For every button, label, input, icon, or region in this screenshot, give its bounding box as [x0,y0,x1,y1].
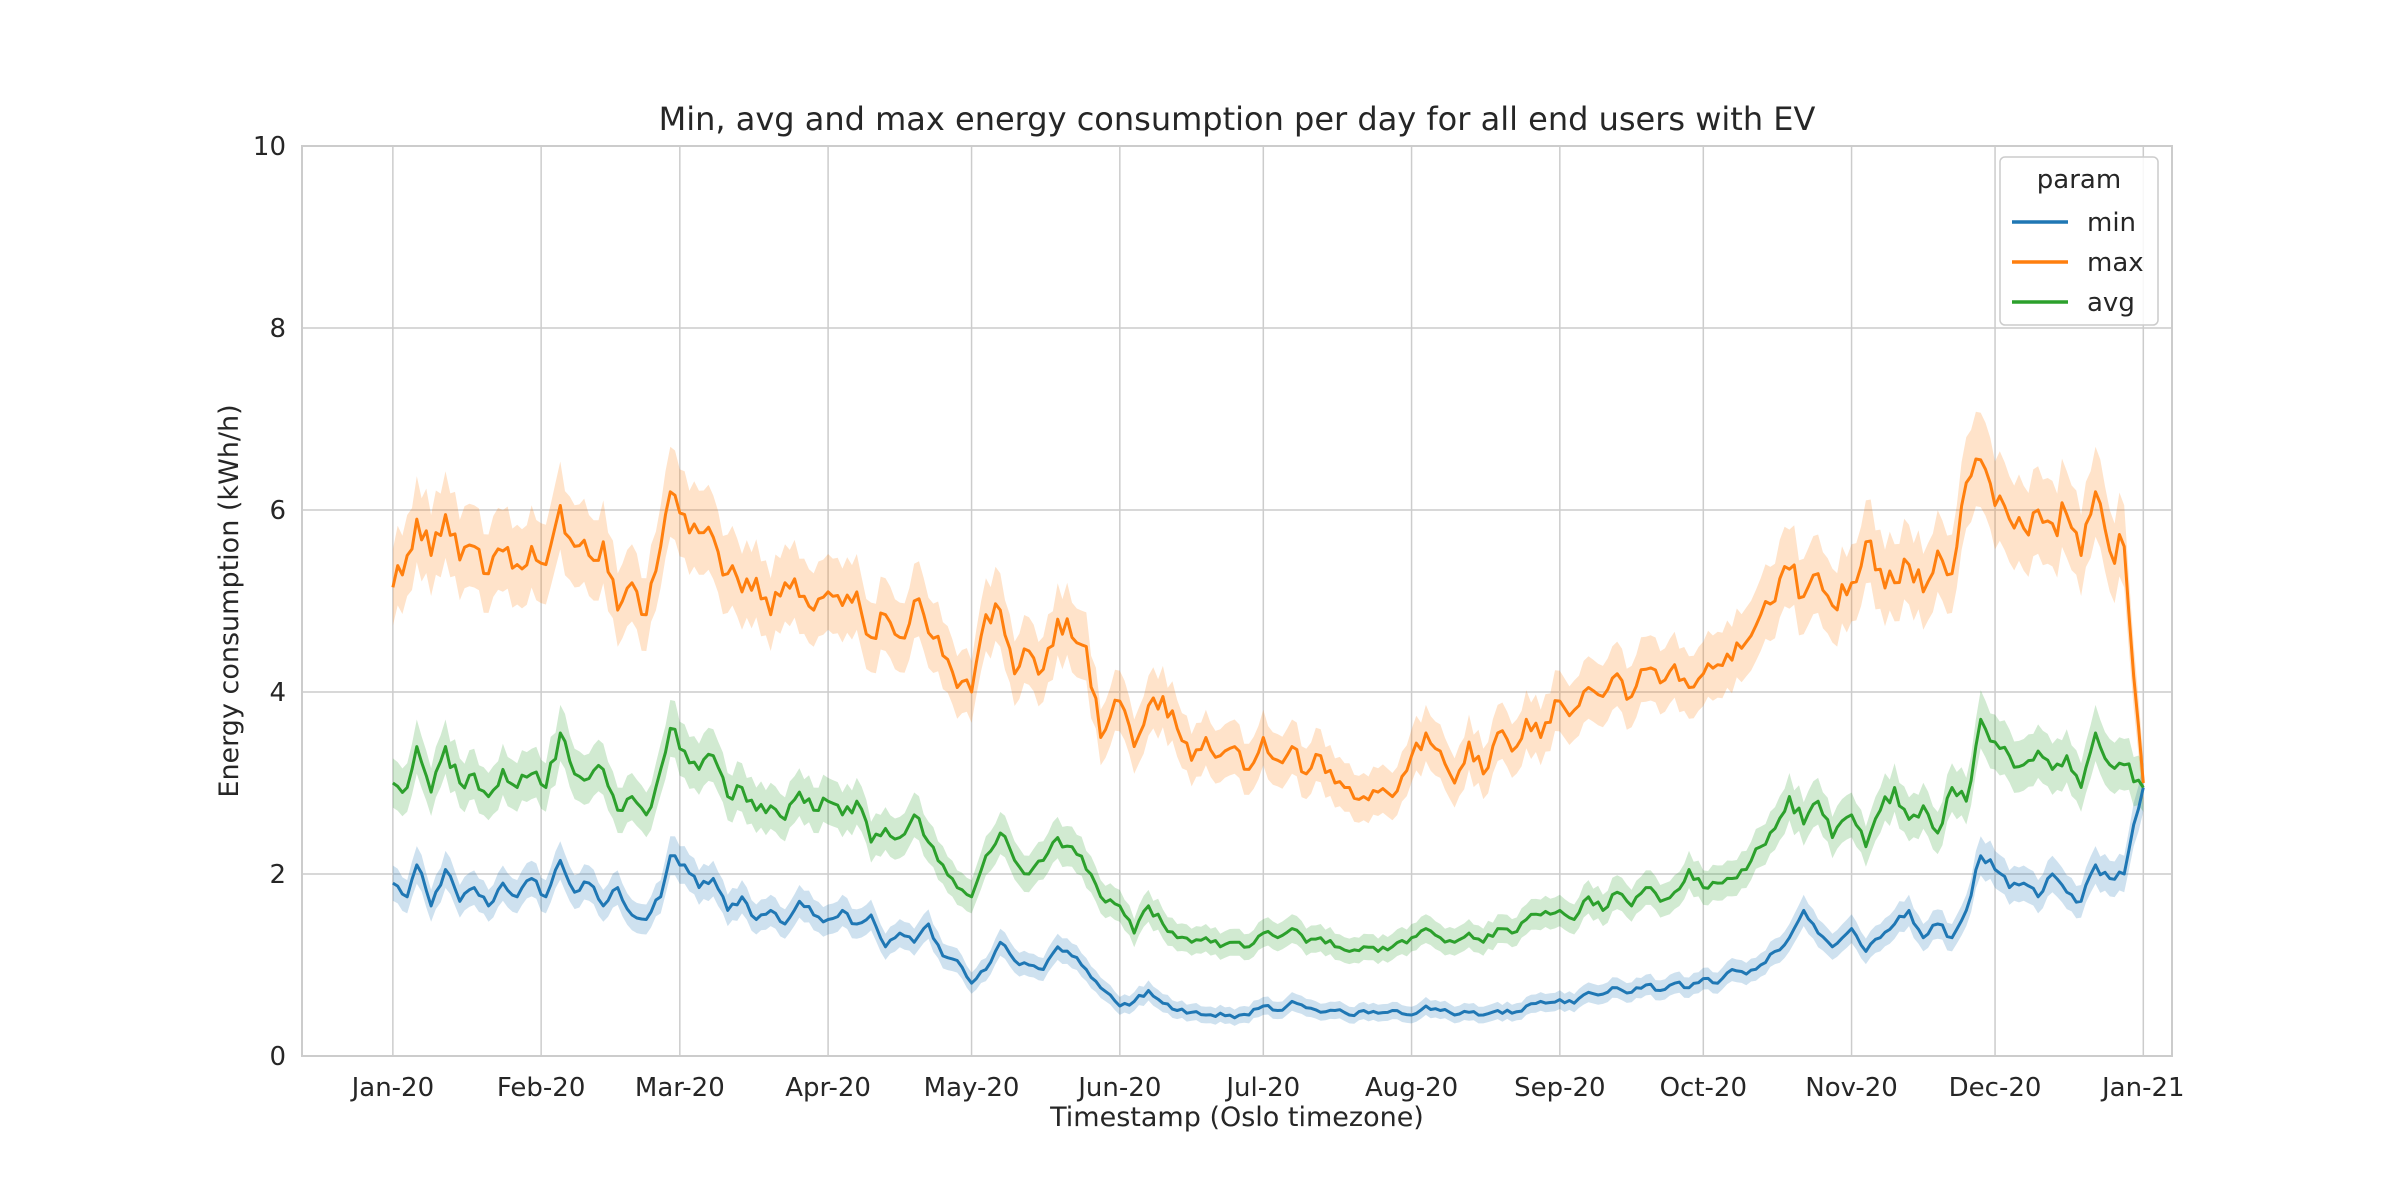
grid [302,145,2172,1057]
y-tick-label: 4 [269,678,286,708]
x-axis-ticks: Jan-20 Feb-20 Mar-20 Apr-20 May-20 Jun-20 Jul-… [350,1073,2185,1103]
y-tick-label: 8 [269,314,286,344]
confidence-bands [392,411,2144,1026]
x-tick-label: Apr-20 [785,1073,871,1103]
x-tick-label: Nov-20 [1805,1073,1898,1103]
series-line-avg [392,717,2145,953]
legend-box [1999,156,2159,326]
chart-title: Min, avg and max energy consumption per … [659,100,1816,138]
x-tick-label: Sep-20 [1514,1073,1605,1103]
ci-band-max [392,411,2144,824]
legend: param min max avg [1999,156,2159,326]
x-tick-label: May-20 [924,1073,1020,1103]
ci-band-avg [392,690,2144,965]
series-line-max [391,457,2145,802]
x-axis-label: Timestamp (Oslo timezone) [1049,1102,1424,1133]
x-tick-label: Feb-20 [497,1073,586,1103]
series-line-min [392,787,2145,1020]
y-tick-label: 6 [269,496,286,526]
x-tick-label: Jan-20 [350,1073,435,1103]
legend-label-max: max [2087,248,2144,278]
x-tick-label: Jun-20 [1076,1073,1161,1103]
x-tick-label: Aug-20 [1365,1073,1458,1103]
y-axis-label: Energy consumption (kWh/h) [214,404,245,797]
x-tick-label: Jan-21 [2100,1073,2185,1103]
ci-band-min [392,763,2144,1026]
y-tick-label: 0 [269,1042,286,1072]
legend-title: param [2037,165,2121,195]
series-lines [391,457,2145,1020]
x-tick-label: Oct-20 [1660,1073,1747,1103]
y-tick-label: 10 [253,132,286,162]
y-axis-ticks: 0 2 4 6 8 10 [253,132,286,1072]
x-tick-label: Mar-20 [635,1073,725,1103]
y-tick-label: 2 [269,860,286,890]
x-tick-label: Jul-20 [1224,1073,1300,1103]
legend-label-avg: avg [2087,288,2135,318]
x-tick-label: Dec-20 [1949,1073,2042,1103]
plot-frame [301,145,2173,1057]
legend-label-min: min [2087,208,2136,238]
